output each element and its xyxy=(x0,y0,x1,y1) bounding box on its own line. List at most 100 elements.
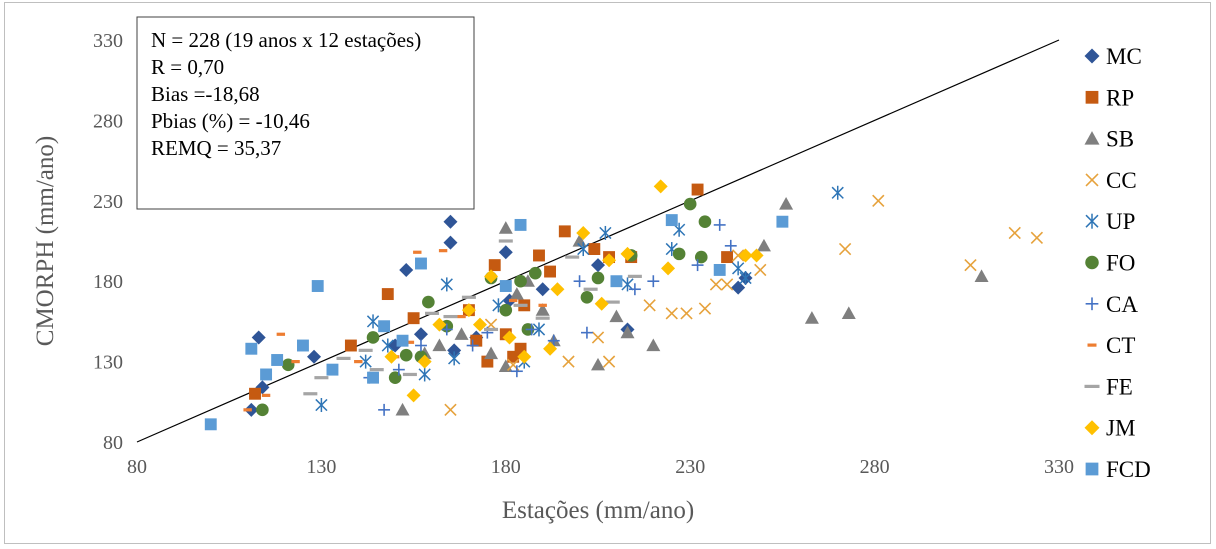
series-jm xyxy=(384,179,764,403)
x-tick-label: 80 xyxy=(127,456,147,478)
data-point-rp xyxy=(249,387,261,400)
data-point-ca xyxy=(440,323,453,336)
data-point-fcd xyxy=(713,263,726,276)
points-layer xyxy=(204,179,1044,431)
data-point-fo xyxy=(499,303,513,317)
data-point-jm xyxy=(661,261,676,276)
data-point-sb xyxy=(509,287,524,300)
data-point-fcd xyxy=(297,339,309,352)
data-point-mc xyxy=(731,280,746,295)
data-point-fcd xyxy=(245,342,258,355)
data-point-cc xyxy=(591,331,605,344)
data-point-jm xyxy=(432,317,447,332)
series-up xyxy=(315,185,844,413)
axes-layer: 80 130 180 230 280 330 80 130 180 230 280 330 xyxy=(93,30,1074,478)
legend-marker-ca xyxy=(1085,297,1099,311)
legend-marker-rp xyxy=(1085,90,1099,104)
data-point-cc xyxy=(731,249,745,262)
legend-marker-jm xyxy=(1084,420,1100,436)
data-point-rp xyxy=(533,249,545,262)
data-point-fo xyxy=(281,358,295,372)
data-point-sb xyxy=(804,311,819,324)
data-point-fcd xyxy=(204,418,217,431)
data-point-fcd xyxy=(665,214,678,227)
data-point-fcd xyxy=(514,218,527,231)
data-point-fe xyxy=(402,372,417,377)
legend-marker-sb xyxy=(1084,131,1100,145)
data-point-jm xyxy=(594,296,609,311)
legend-label: MC xyxy=(1106,44,1142,69)
data-point-rp xyxy=(481,355,494,368)
data-point-rp xyxy=(588,243,601,255)
legend-label: FE xyxy=(1106,374,1133,399)
data-point-up xyxy=(732,261,745,276)
data-point-fo xyxy=(683,197,697,211)
data-point-ct xyxy=(276,332,286,336)
data-point-rp xyxy=(691,183,704,196)
data-point-cc xyxy=(838,242,852,256)
data-point-fe xyxy=(513,303,528,307)
legend-label: UP xyxy=(1106,209,1135,234)
data-point-cc xyxy=(680,307,693,320)
data-point-ca xyxy=(525,323,538,336)
y-tick-label: 230 xyxy=(93,191,123,213)
y-tick-label: 330 xyxy=(93,30,123,52)
data-point-sb xyxy=(841,306,856,319)
legend-label: FCD xyxy=(1106,457,1151,482)
data-point-mc xyxy=(498,245,513,260)
data-point-fcd xyxy=(367,371,379,384)
data-point-fe xyxy=(369,368,384,372)
data-point-fcd xyxy=(311,280,324,292)
data-point-jm xyxy=(406,388,421,403)
data-point-cc xyxy=(665,307,678,320)
data-point-ca xyxy=(392,363,405,376)
data-point-cc xyxy=(698,302,712,315)
data-point-sb xyxy=(432,338,447,352)
data-point-fe xyxy=(498,239,513,243)
y-axis-title: CMORPH (mm/ano) xyxy=(32,136,59,346)
data-point-up xyxy=(440,277,453,292)
data-point-up xyxy=(315,398,328,413)
data-point-cc xyxy=(643,299,656,312)
y-tick-label: 130 xyxy=(93,352,123,374)
data-point-fe xyxy=(358,348,373,352)
data-point-fo xyxy=(580,290,594,304)
x-axis-title: Estações (mm/ano) xyxy=(502,497,694,524)
data-point-up xyxy=(366,314,380,329)
data-point-sb xyxy=(756,238,771,252)
one-to-one-line xyxy=(136,39,1060,443)
data-point-jm xyxy=(384,349,399,364)
data-point-ct xyxy=(413,250,422,254)
legend-item-cc: CC xyxy=(1085,168,1137,193)
data-point-up xyxy=(739,270,752,285)
y-tick-label: 180 xyxy=(93,271,123,293)
data-point-mc xyxy=(443,214,458,229)
data-point-up xyxy=(599,225,612,240)
data-point-rp xyxy=(558,225,571,238)
data-point-sb xyxy=(454,327,469,340)
data-point-fe xyxy=(461,295,476,299)
stats-line: Bias =-18,68 xyxy=(151,82,260,106)
y-tick-label: 280 xyxy=(93,110,123,132)
legend-label: RP xyxy=(1106,85,1134,110)
legend-item-ca: CA xyxy=(1085,292,1138,317)
data-point-mc xyxy=(399,262,414,277)
data-point-mc xyxy=(535,282,550,297)
data-point-cc xyxy=(1008,226,1021,240)
data-point-jm xyxy=(576,225,591,240)
legend-marker-up xyxy=(1085,213,1099,229)
data-point-sb xyxy=(620,325,635,339)
data-point-fe xyxy=(583,287,598,291)
data-point-jm xyxy=(461,303,476,318)
stats-line: Pbias (%) = -10,46 xyxy=(151,109,310,133)
data-point-sb xyxy=(779,197,794,210)
legend-item-fe: FE xyxy=(1084,374,1133,399)
data-point-ca xyxy=(647,275,660,288)
legend-item-jm: JM xyxy=(1084,416,1135,441)
data-point-jm xyxy=(417,354,432,369)
data-point-ct xyxy=(291,360,300,364)
scatter-chart: 80 130 180 230 280 330 80 130 180 230 280 330 Estaç… xyxy=(32,16,1151,524)
legend-item-rp: RP xyxy=(1085,85,1134,110)
data-point-up xyxy=(532,322,546,337)
data-point-rp xyxy=(507,350,520,363)
